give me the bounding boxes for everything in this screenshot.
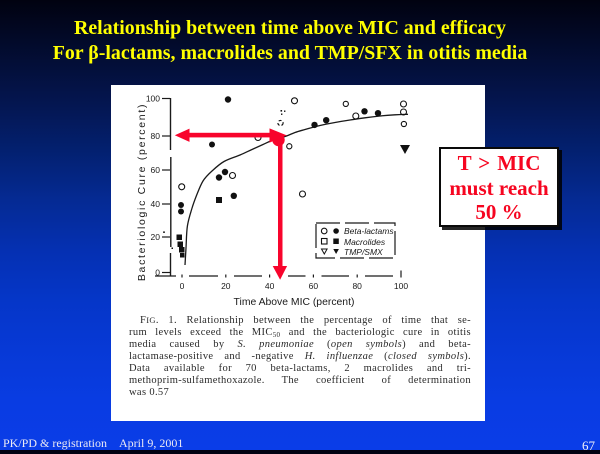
svg-text:Time Above MIC (percent): Time Above MIC (percent) (234, 297, 355, 308)
svg-text:Macrolides: Macrolides (344, 237, 386, 247)
svg-text:20: 20 (151, 232, 161, 242)
svg-text:40: 40 (265, 281, 275, 291)
svg-text:Beta-lactams: Beta-lactams (344, 226, 394, 236)
svg-text:Bacteriologic Cure (percent): Bacteriologic Cure (percent) (136, 103, 148, 281)
svg-text:0: 0 (180, 281, 185, 291)
svg-text:60: 60 (309, 281, 319, 291)
svg-text:80: 80 (151, 131, 161, 141)
svg-text:100: 100 (146, 94, 160, 104)
svg-text:40: 40 (151, 199, 161, 209)
svg-text:100: 100 (394, 281, 408, 291)
svg-text:80: 80 (352, 281, 362, 291)
svg-text:0: 0 (155, 268, 160, 278)
svg-text:TMP/SMX: TMP/SMX (344, 247, 383, 257)
svg-text:20: 20 (221, 281, 231, 291)
svg-text:60: 60 (151, 165, 161, 175)
